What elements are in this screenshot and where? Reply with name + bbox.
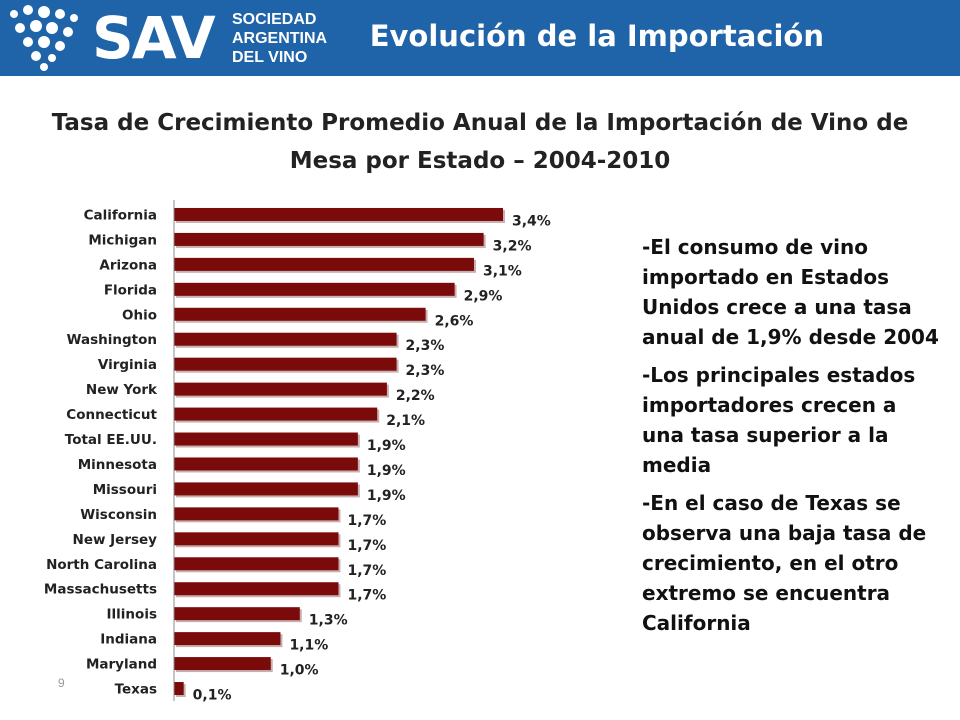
data-label: 1,7%	[348, 513, 387, 529]
header-bar: SAV SOCIEDAD ARGENTINA DEL VINO Evolució…	[0, 0, 960, 76]
bar	[174, 507, 339, 521]
bullet-item: -En el caso de Texas se observa una baja…	[642, 491, 927, 635]
logo-org-line: DEL VINO	[232, 49, 308, 66]
bar	[174, 207, 503, 221]
category-label: Missouri	[93, 482, 157, 498]
logo-sav-text: SAV	[92, 4, 216, 72]
bar	[174, 357, 397, 371]
data-label: 2,2%	[396, 388, 435, 404]
bar	[174, 332, 397, 346]
bar	[174, 307, 426, 321]
chart-title-line: Tasa de Crecimiento Promedio Anual de la…	[51, 110, 909, 136]
data-label: 0,1%	[193, 688, 232, 704]
logo-organization-name: SOCIEDAD ARGENTINA DEL VINO	[232, 10, 352, 67]
data-label: 2,1%	[386, 413, 425, 429]
bar	[174, 682, 184, 696]
data-label: 3,4%	[512, 213, 551, 229]
bar	[174, 382, 387, 396]
category-label: Ohio	[122, 307, 157, 323]
data-label: 1,7%	[348, 563, 387, 579]
bar	[174, 407, 378, 421]
bar	[174, 482, 358, 496]
chart-title: Tasa de Crecimiento Promedio Anual de la…	[40, 104, 920, 180]
category-label: Texas	[115, 682, 157, 698]
bar	[174, 457, 358, 471]
chart-title-line: Mesa por Estado – 2004-2010	[289, 148, 671, 174]
data-label: 3,2%	[493, 238, 532, 254]
category-label: Massachusetts	[44, 582, 157, 598]
category-label: New Jersey	[73, 532, 158, 548]
category-label: Wisconsin	[80, 507, 157, 523]
data-label: 1,7%	[348, 538, 387, 554]
data-label: 1,9%	[367, 488, 406, 504]
bar	[174, 557, 339, 571]
data-label: 1,7%	[348, 588, 387, 604]
data-label: 1,1%	[289, 638, 328, 654]
bar	[174, 582, 339, 596]
category-label: Maryland	[86, 657, 157, 673]
category-label: Washington	[67, 332, 157, 348]
category-label: Minnesota	[78, 457, 157, 473]
category-label: Michigan	[88, 232, 157, 248]
category-label: North Carolina	[46, 557, 157, 573]
logo-org-line: SOCIEDAD	[232, 11, 317, 28]
category-label: Connecticut	[66, 407, 157, 423]
bar	[174, 632, 281, 646]
data-label: 2,9%	[464, 288, 503, 304]
logo-org-line: ARGENTINA	[232, 30, 328, 47]
category-label: Indiana	[100, 632, 157, 648]
bullet-item: -El consumo de vino importado en Estados…	[642, 235, 939, 349]
bar	[174, 282, 455, 296]
category-label: California	[84, 207, 157, 223]
data-label: 3,1%	[483, 263, 522, 279]
category-label: Total EE.UU.	[65, 432, 157, 448]
data-label: 1,9%	[367, 463, 406, 479]
category-label: Illinois	[107, 607, 157, 623]
bar-chart: California 3,4% Michigan 3,2% Arizona 3,1% Flo…	[44, 200, 551, 704]
bullet-item: -Los principales estados importadores cr…	[642, 363, 916, 477]
bar	[174, 232, 484, 246]
data-label: 2,6%	[435, 313, 474, 329]
data-label: 1,3%	[309, 613, 348, 629]
bar	[174, 607, 300, 621]
data-label: 1,9%	[367, 438, 406, 454]
category-label: Virginia	[98, 357, 157, 373]
category-label: Florida	[104, 282, 157, 298]
bar	[174, 432, 358, 446]
data-label: 2,3%	[406, 338, 445, 354]
page-number: 9	[58, 676, 65, 690]
category-label: Arizona	[99, 257, 157, 273]
data-label: 1,0%	[280, 663, 319, 679]
bullet-list: -El consumo de vino importado en Estados…	[642, 232, 942, 646]
slide-title: Evolución de la Importación	[369, 19, 824, 53]
bar	[174, 532, 339, 546]
data-label: 2,3%	[406, 363, 445, 379]
grape-cluster-logo-icon	[10, 5, 78, 71]
bar	[174, 257, 474, 271]
bar	[174, 657, 271, 671]
category-label: New York	[86, 382, 158, 398]
